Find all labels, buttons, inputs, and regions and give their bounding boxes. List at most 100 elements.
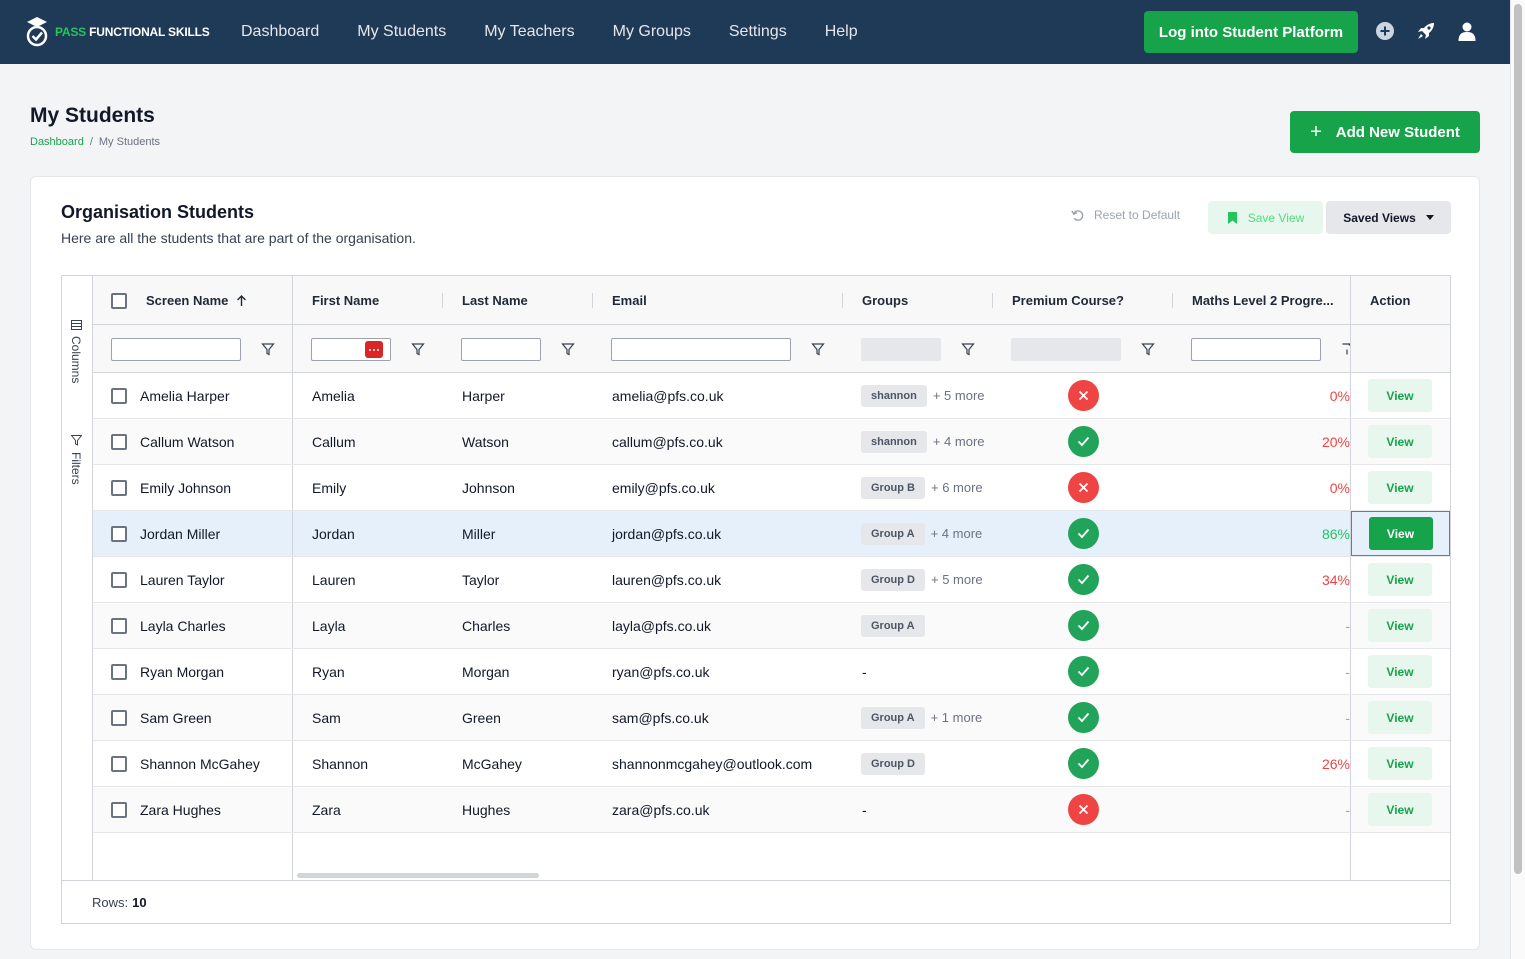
view-button[interactable]: View <box>1368 609 1432 642</box>
brand-logo[interactable]: PASS FUNCTIONAL SKILLS <box>25 16 210 48</box>
progress-value: 26% <box>1321 755 1350 772</box>
view-button[interactable]: View <box>1368 471 1432 504</box>
row-checkbox[interactable] <box>111 525 127 542</box>
view-button[interactable]: View <box>1368 793 1432 826</box>
nav-my-groups[interactable]: My Groups <box>612 23 691 40</box>
column-resize-handle[interactable] <box>442 293 443 308</box>
more-groups[interactable]: + 1 more <box>930 710 983 725</box>
nav-links: Dashboard My Students My Teachers My Gro… <box>241 0 858 64</box>
email-filter-input[interactable] <box>611 338 791 361</box>
row-checkbox[interactable] <box>111 617 127 634</box>
table-row[interactable]: Callum Watson Callum Watson callum@pfs.c… <box>93 419 1450 465</box>
header-email[interactable]: Email <box>612 293 647 308</box>
maths-filter-input[interactable] <box>1191 338 1321 361</box>
save-view-button[interactable]: Save View <box>1208 201 1323 234</box>
rocket-icon[interactable] <box>1415 20 1437 42</box>
header-premium-course[interactable]: Premium Course? <box>1012 293 1124 308</box>
view-button[interactable]: View <box>1368 425 1432 458</box>
more-options-icon[interactable] <box>365 341 383 358</box>
nav-my-teachers[interactable]: My Teachers <box>484 23 575 40</box>
add-new-student-button[interactable]: + Add New Student <box>1290 111 1480 153</box>
page-scrollbar[interactable] <box>1510 0 1525 959</box>
nav-dashboard[interactable]: Dashboard <box>241 23 320 40</box>
cross-icon <box>1068 380 1099 411</box>
header-groups[interactable]: Groups <box>862 293 909 308</box>
filter-icon[interactable] <box>1341 342 1350 356</box>
row-checkbox[interactable] <box>111 801 127 818</box>
more-groups[interactable]: + 4 more <box>932 434 985 449</box>
graduation-check-icon <box>26 17 48 47</box>
first-name-cell: Zara <box>312 801 341 818</box>
login-student-platform-button[interactable]: Log into Student Platform <box>1144 11 1358 53</box>
reset-to-default-button[interactable]: Reset to Default <box>1071 208 1180 222</box>
table-row[interactable]: Lauren Taylor Lauren Taylor lauren@pfs.c… <box>93 557 1450 603</box>
horizontal-scrollbar-thumb[interactable] <box>297 873 539 878</box>
filter-icon[interactable] <box>561 342 575 356</box>
filter-icon[interactable] <box>261 342 275 356</box>
table-row[interactable]: Jordan Miller Jordan Miller jordan@pfs.c… <box>93 511 1450 557</box>
header-maths-level-2[interactable]: Maths Level 2 Progre... <box>1192 293 1334 308</box>
pinned-column-divider <box>292 833 293 880</box>
select-all-checkbox[interactable] <box>111 292 127 309</box>
header-screen-name[interactable]: Screen Name <box>146 276 247 325</box>
column-resize-handle[interactable] <box>992 293 993 308</box>
action-column-divider <box>1350 741 1351 786</box>
view-button[interactable]: View <box>1368 563 1432 596</box>
row-checkbox[interactable] <box>111 433 127 450</box>
screen-name-filter-input[interactable] <box>111 338 241 361</box>
first-name-filter-input[interactable] <box>311 338 391 361</box>
premium-cell <box>1068 557 1099 602</box>
table-row[interactable]: Ryan Morgan Ryan Morgan ryan@pfs.co.uk -… <box>93 649 1450 695</box>
nav-settings[interactable]: Settings <box>728 23 787 40</box>
table-row[interactable]: Layla Charles Layla Charles layla@pfs.co… <box>93 603 1450 649</box>
filter-icon[interactable] <box>811 342 825 356</box>
last-name-filter-input[interactable] <box>461 338 541 361</box>
view-button[interactable]: View <box>1368 517 1433 550</box>
view-button[interactable]: View <box>1368 379 1432 412</box>
last-name-cell: Taylor <box>462 571 500 588</box>
column-resize-handle[interactable] <box>1172 293 1173 308</box>
nav-my-students[interactable]: My Students <box>357 23 447 40</box>
table-row[interactable]: Amelia Harper Amelia Harper amelia@pfs.c… <box>93 373 1450 419</box>
more-groups[interactable]: + 5 more <box>931 572 983 587</box>
save-view-label: Save View <box>1247 210 1305 225</box>
pinned-column-divider <box>292 325 293 372</box>
filter-icon[interactable] <box>961 342 975 356</box>
check-icon <box>1068 748 1099 779</box>
view-button[interactable]: View <box>1368 655 1432 688</box>
filters-tab[interactable]: Filters <box>69 435 83 485</box>
column-resize-handle[interactable] <box>842 293 843 308</box>
header-last-name[interactable]: Last Name <box>462 293 528 308</box>
column-resize-handle[interactable] <box>592 293 593 308</box>
page-scrollbar-thumb[interactable] <box>1514 4 1522 874</box>
row-checkbox[interactable] <box>111 479 127 496</box>
header-first-name[interactable]: First Name <box>312 293 380 308</box>
first-name-cell: Lauren <box>312 571 356 588</box>
row-checkbox[interactable] <box>111 663 127 680</box>
saved-views-dropdown[interactable]: Saved Views <box>1326 201 1451 234</box>
columns-tab[interactable]: Columns <box>69 320 83 383</box>
breadcrumb-dashboard-link[interactable]: Dashboard <box>30 136 84 148</box>
nav-help[interactable]: Help <box>824 23 858 40</box>
more-groups[interactable]: + 5 more <box>932 388 985 403</box>
group-badge: shannon <box>861 430 927 453</box>
plus-circle-icon[interactable] <box>1374 20 1396 42</box>
filter-icon[interactable] <box>1141 342 1155 356</box>
table-row[interactable]: Shannon McGahey Shannon McGahey shannonm… <box>93 741 1450 787</box>
table-row[interactable]: Zara Hughes Zara Hughes zara@pfs.co.uk -… <box>93 787 1450 833</box>
more-groups[interactable]: + 6 more <box>931 480 983 495</box>
view-button[interactable]: View <box>1368 701 1432 734</box>
user-icon[interactable] <box>1456 20 1478 42</box>
row-checkbox[interactable] <box>111 755 127 772</box>
more-groups[interactable]: + 4 more <box>930 526 983 541</box>
row-checkbox[interactable] <box>111 387 127 404</box>
row-checkbox[interactable] <box>111 709 127 726</box>
filter-icon[interactable] <box>411 342 425 356</box>
table-row[interactable]: Emily Johnson Emily Johnson emily@pfs.co… <box>93 465 1450 511</box>
view-button[interactable]: View <box>1368 747 1432 780</box>
table-row[interactable]: Sam Green Sam Green sam@pfs.co.uk Group … <box>93 695 1450 741</box>
row-checkbox[interactable] <box>111 571 127 588</box>
horizontal-scrollbar[interactable] <box>294 872 1450 880</box>
pinned-column-divider <box>292 695 293 740</box>
groups-cell: Group A <box>861 603 925 648</box>
